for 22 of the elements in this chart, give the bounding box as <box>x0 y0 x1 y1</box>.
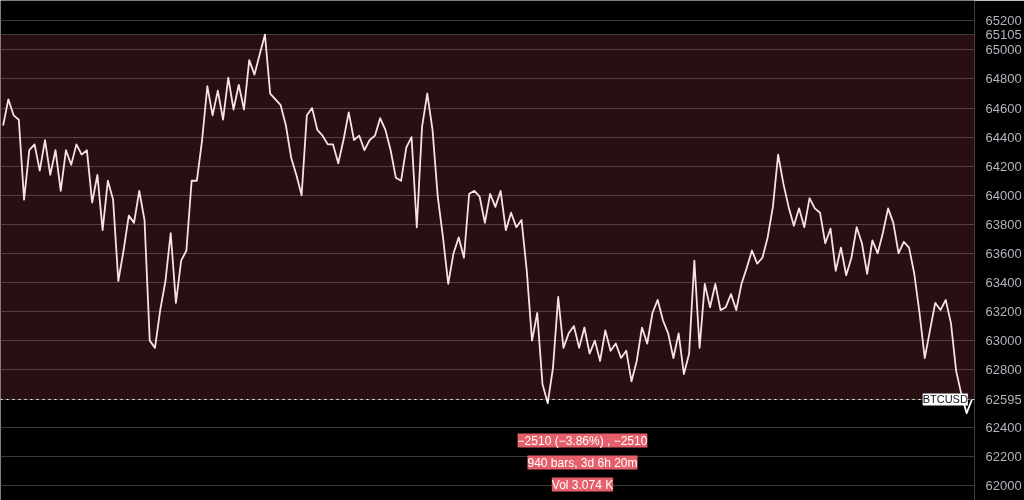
y-tick-label: 62800 <box>985 362 1022 378</box>
y-tick-label: 65000 <box>985 42 1022 58</box>
annotation: Vol 3.074 K <box>551 477 614 492</box>
y-tick-label: 63400 <box>985 274 1022 290</box>
y-tick-label: 62000 <box>985 478 1022 494</box>
y-tick-label: 63600 <box>985 245 1022 261</box>
ref-line-label: BTCUSD <box>922 393 968 406</box>
y-tick-label: 64600 <box>985 100 1022 116</box>
y-tick-label: 62200 <box>985 449 1022 465</box>
y-tick-label: 62595 <box>985 391 1022 407</box>
annotation: 940 bars, 3d 6h 20m <box>527 455 638 470</box>
y-tick-label: 63200 <box>985 304 1022 320</box>
y-tick-label: 65200 <box>985 13 1022 29</box>
y-tick-label: 65105 <box>985 27 1022 43</box>
y-tick-label: 64400 <box>985 129 1022 145</box>
annotation: −2510 (−3.86%) , −2510 <box>517 433 648 448</box>
y-tick-label: 64800 <box>985 71 1022 87</box>
y-tick-label: 62400 <box>985 420 1022 436</box>
y-tick-label: 64200 <box>985 158 1022 174</box>
y-tick-label: 63800 <box>985 216 1022 232</box>
y-tick-label: 64000 <box>985 187 1022 203</box>
y-tick-label: 63000 <box>985 333 1022 349</box>
